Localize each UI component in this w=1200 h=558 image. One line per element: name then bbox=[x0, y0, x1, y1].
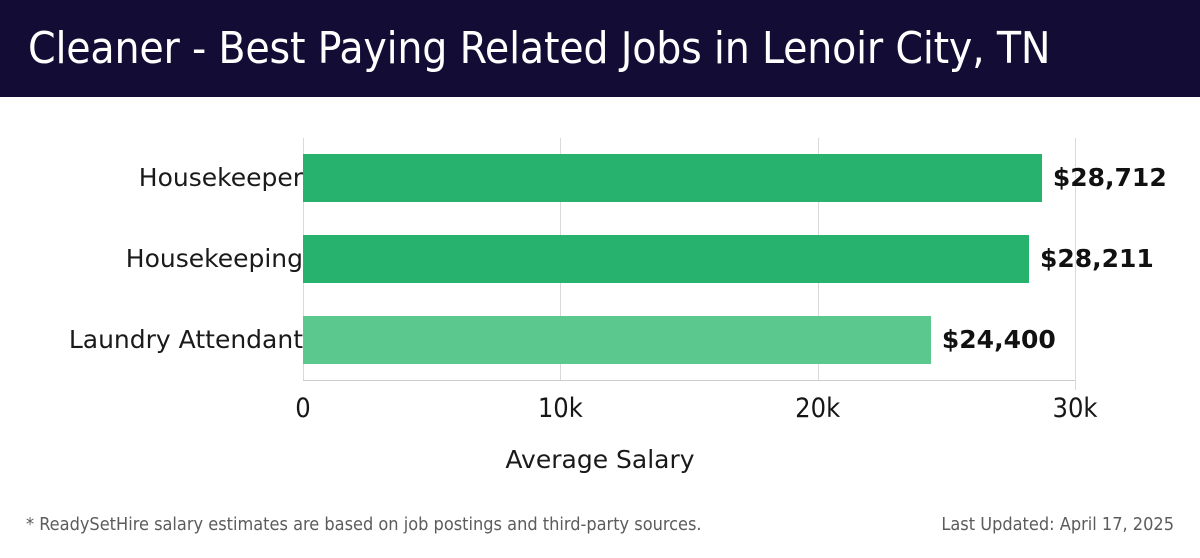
x-axis-title: Average Salary bbox=[505, 445, 695, 474]
x-tick-label-20k: 20k bbox=[795, 393, 841, 424]
x-tick-label-10k: 10k bbox=[537, 393, 583, 424]
y-axis-label-housekeeper: Housekeeper bbox=[138, 163, 303, 193]
bar-value-laundry-attendant: $24,400 bbox=[941, 324, 1056, 354]
bar-housekeeping[interactable] bbox=[303, 235, 1029, 283]
y-axis-label-laundry-attendant: Laundry Attendant bbox=[68, 324, 303, 354]
x-tick-label-0: 0 bbox=[295, 393, 311, 424]
bar-chart: Housekeeper $28,712 Housekeeping $28,211 Lau… bbox=[0, 97, 1200, 558]
bar-housekeeper[interactable] bbox=[303, 154, 1042, 203]
last-updated-text: Last Updated: April 17, 2025 bbox=[941, 514, 1174, 535]
gridline-30k bbox=[1075, 138, 1076, 390]
bar-value-housekeeping: $28,211 bbox=[1039, 244, 1154, 273]
footnote-disclaimer: * ReadySetHire salary estimates are base… bbox=[26, 514, 702, 535]
page-title: Cleaner - Best Paying Related Jobs in Le… bbox=[28, 22, 1051, 74]
y-axis-label-housekeeping: Housekeeping bbox=[125, 244, 303, 273]
chart-header-band: Cleaner - Best Paying Related Jobs in Le… bbox=[0, 0, 1200, 97]
x-axis-line bbox=[303, 380, 1075, 381]
bar-laundry-attendant[interactable] bbox=[303, 315, 931, 364]
x-tick-label-30k: 30k bbox=[1052, 393, 1098, 424]
bar-value-housekeeper: $28,712 bbox=[1052, 163, 1167, 193]
